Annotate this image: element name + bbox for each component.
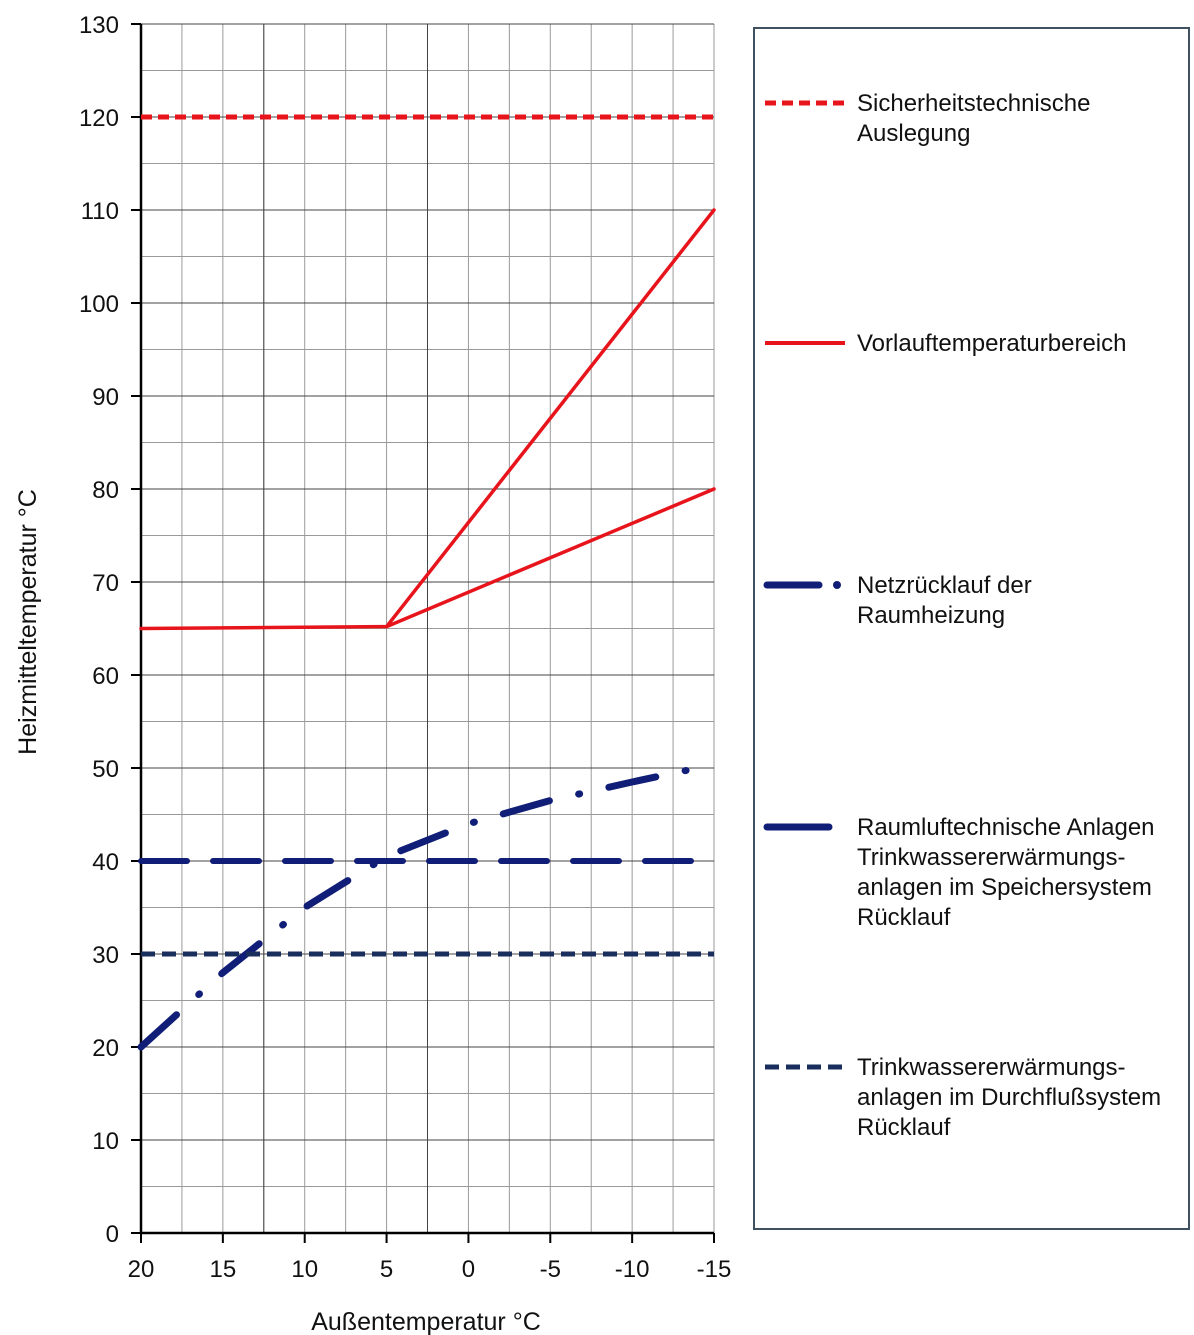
- x-tick-label: 20: [128, 1256, 155, 1283]
- axes: [131, 23, 715, 1243]
- x-axis-title: Außentemperatur °C: [311, 1308, 541, 1335]
- y-tick-label: 0: [106, 1221, 119, 1248]
- legend-label-sicherheit: Sicherheitstechnische Auslegung: [857, 90, 1091, 147]
- chart-area: 0 10 20 30 40 50 60 70 80 90 100 110 120 130 20 15 10 5 0…: [14, 12, 732, 1335]
- y-tick-label: 20: [92, 1035, 119, 1062]
- x-tick-label: -10: [615, 1256, 650, 1283]
- y-tick-label: 120: [79, 105, 119, 132]
- x-tick-label: 10: [291, 1256, 318, 1283]
- legend-swatch-short-dash-navy: [765, 1064, 845, 1070]
- y-tick-label: 80: [92, 477, 119, 504]
- y-tick-label: 30: [92, 942, 119, 969]
- series-layer: [137, 114, 717, 1051]
- y-tick-labels: 0 10 20 30 40 50 60 70 80 90 100 110 120 130: [79, 12, 119, 1248]
- legend-swatch-short-dash-red: [765, 100, 845, 106]
- y-tick-label: 60: [92, 663, 119, 690]
- legend: Sicherheitstechnische Auslegung Vorlauft…: [753, 27, 1190, 1230]
- series-line-2-2: [384, 487, 716, 629]
- legend-label-vorlauf: Vorlauftemperaturbereich: [857, 330, 1127, 357]
- y-tick-label: 90: [92, 384, 119, 411]
- legend-label-netzruecklauf: Netzrücklauf der Raumheizung: [857, 572, 1032, 629]
- legend-label-raumluft: Raumluftechnische Anlagen Trinkwassererw…: [857, 814, 1155, 931]
- x-tick-label: 5: [380, 1256, 393, 1283]
- x-tick-label: -15: [697, 1256, 732, 1283]
- y-tick-label: 100: [79, 291, 119, 318]
- y-tick-label: 110: [81, 198, 119, 225]
- y-tick-label: 130: [79, 12, 119, 39]
- legend-label-durchfluss: Trinkwassererwärmungs- anlagen im Durchf…: [857, 1054, 1162, 1141]
- x-tick-label: 15: [210, 1256, 237, 1283]
- y-tick-label: 10: [92, 1128, 119, 1155]
- series-line-3: [137, 764, 702, 1051]
- y-tick-label: 40: [92, 849, 119, 876]
- x-tick-labels: 20 15 10 5 0 -5 -10 -15: [128, 1256, 732, 1283]
- x-tick-label: -5: [540, 1256, 561, 1283]
- x-tick-label: 0: [462, 1256, 475, 1283]
- y-axis-title: Heizmitteltemperatur °C: [14, 489, 42, 755]
- legend-swatch-dash-dot-navy: [763, 581, 841, 589]
- y-tick-label: 50: [92, 756, 119, 783]
- legend-swatch-long-dash-navy: [763, 823, 833, 831]
- legend-swatch-solid-red: [765, 341, 845, 345]
- y-tick-label: 70: [92, 570, 119, 597]
